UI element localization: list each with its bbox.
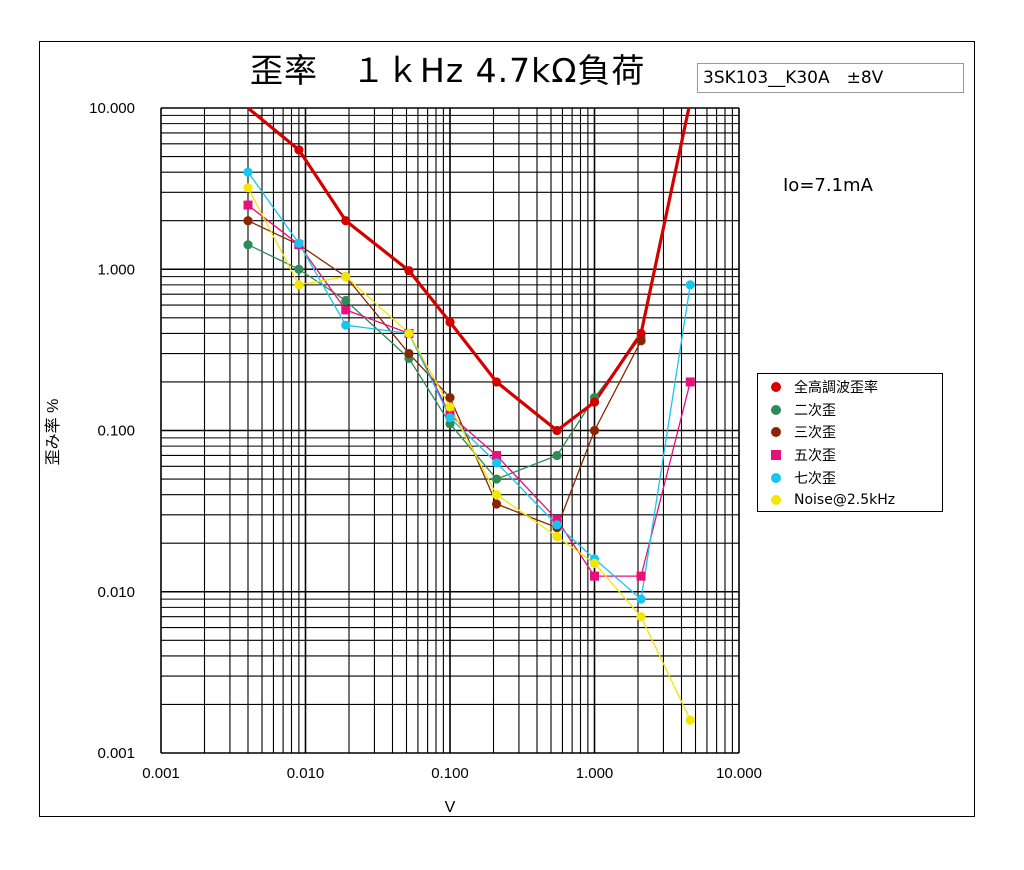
legend-marker — [762, 471, 790, 485]
data-point — [589, 425, 600, 436]
data-point — [243, 240, 253, 250]
data-point — [491, 458, 502, 468]
data-point — [243, 183, 253, 193]
data-point — [445, 402, 455, 412]
legend-marker — [762, 425, 790, 439]
x-tick-label: 10.000 — [716, 765, 762, 782]
legend-label: 全高調波歪率 — [794, 380, 878, 397]
data-point — [491, 377, 502, 387]
data-point — [294, 238, 304, 248]
legend-label: 二次歪 — [794, 402, 836, 419]
legend-label: Noise@2.5kHz — [794, 492, 896, 509]
data-point — [445, 317, 455, 327]
x-tick-label: 0.010 — [287, 765, 325, 782]
data-point — [636, 336, 646, 346]
data-point — [404, 266, 414, 276]
data-point — [636, 328, 646, 339]
legend-marker — [762, 448, 790, 462]
legend-item: 五次歪 — [758, 444, 942, 467]
series-line-0 — [246, 108, 691, 433]
data-point — [294, 264, 304, 274]
data-point — [552, 450, 562, 461]
data-point — [341, 305, 351, 315]
series-line-5 — [247, 187, 691, 721]
chart-frame — [39, 41, 975, 817]
data-point — [445, 413, 455, 423]
legend-item: 全高調波歪率 — [758, 376, 942, 399]
y-tick-label: 0.100 — [97, 423, 135, 440]
y-tick-label: 0.001 — [97, 745, 135, 762]
data-point — [552, 515, 562, 525]
data-point — [491, 490, 502, 500]
x-tick-label: 0.100 — [431, 765, 469, 782]
data-point — [294, 145, 304, 155]
data-point — [445, 392, 455, 403]
data-point — [491, 474, 502, 484]
x-tick-label: 1.000 — [576, 765, 614, 782]
data-point — [341, 272, 351, 282]
legend-marker — [762, 380, 790, 394]
data-point — [552, 531, 562, 542]
chart-subtitle-box: 3SK103__K30A ±8V — [697, 63, 964, 93]
data-point — [552, 425, 562, 436]
data-point — [341, 216, 351, 226]
data-point — [685, 280, 695, 290]
data-point — [589, 558, 600, 568]
y-tick-label: 10.000 — [89, 100, 135, 117]
legend-marker — [762, 493, 790, 507]
chart-title: 歪率 １ｋHz 4.7kΩ負荷 — [250, 51, 646, 90]
data-point — [243, 200, 253, 210]
legend-label: 五次歪 — [794, 448, 836, 465]
series-line-3 — [247, 204, 691, 577]
series-markers — [243, 145, 695, 725]
data-point — [636, 612, 646, 622]
data-point — [243, 216, 253, 226]
data-point — [685, 715, 695, 725]
data-point — [589, 397, 600, 407]
legend-item: 七次歪 — [758, 466, 942, 489]
data-point — [243, 167, 253, 177]
series-line-1 — [247, 244, 642, 480]
data-point — [685, 377, 695, 387]
legend-marker — [762, 403, 790, 417]
tick-labels: 0.001 0.010 0.100 1.000 10.000 0.001 0.010 0.10… — [89, 100, 762, 782]
legend-item: 二次歪 — [758, 399, 942, 422]
data-point — [590, 571, 599, 581]
legend-label: 三次歪 — [794, 425, 836, 442]
x-tick-label: 0.001 — [142, 765, 180, 782]
series-line-2 — [247, 220, 642, 529]
plot-grid — [160, 107, 740, 754]
data-point — [492, 450, 502, 460]
data-point — [404, 348, 414, 359]
data-point — [404, 328, 414, 339]
legend-item: Noise@2.5kHz — [758, 489, 942, 512]
y-axis-label: 歪み率 % — [44, 399, 62, 466]
data-point — [341, 295, 351, 306]
legend-label: 七次歪 — [794, 470, 836, 487]
data-point — [636, 594, 646, 604]
data-point — [341, 320, 351, 330]
data-point — [294, 280, 304, 290]
legend: 全高調波歪率 二次歪三次歪五次歪七次歪 Noise@2.5kHz — [757, 373, 943, 512]
y-tick-label: 1.000 — [97, 261, 135, 278]
y-tick-label: 0.010 — [97, 584, 135, 601]
chart-annotation: Io=7.1mA — [783, 175, 873, 196]
x-axis-label: V — [445, 799, 456, 816]
data-point — [491, 499, 502, 509]
series-line-4 — [247, 171, 691, 600]
data-point — [552, 520, 562, 530]
data-point — [636, 571, 646, 581]
legend-item: 三次歪 — [758, 421, 942, 444]
